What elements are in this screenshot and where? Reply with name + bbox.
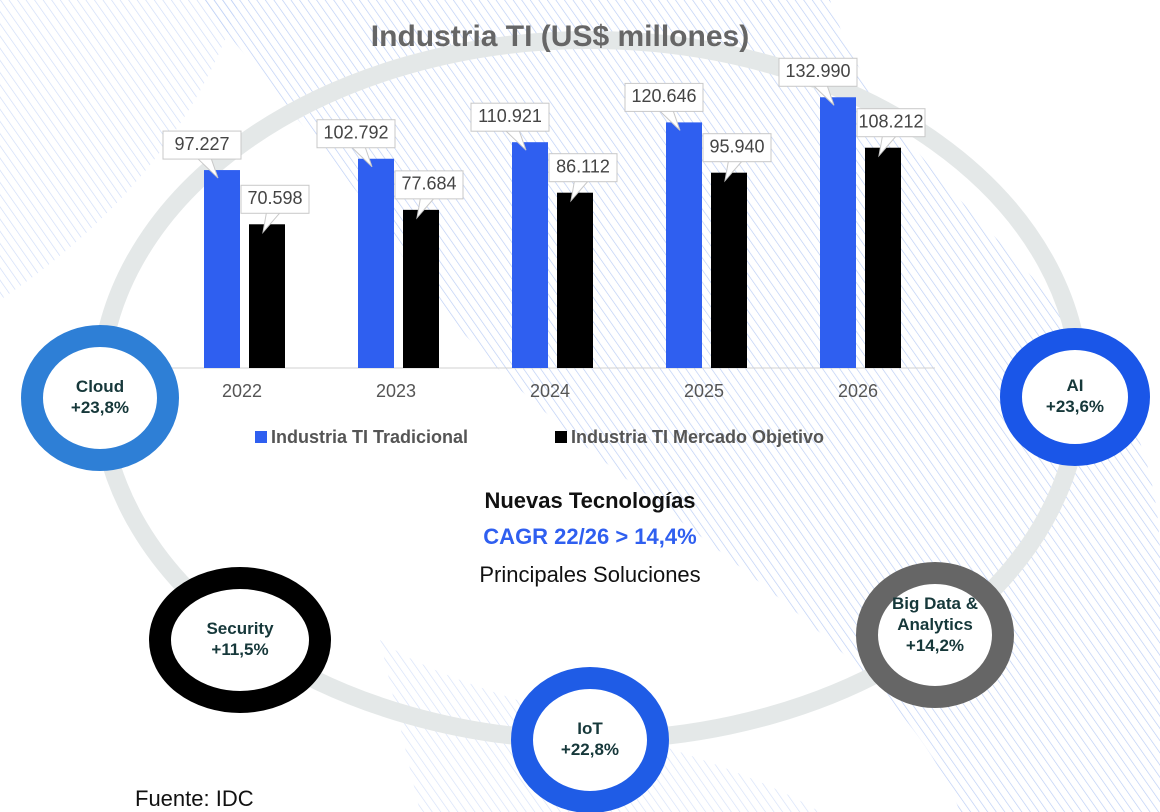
label-box bbox=[240, 184, 310, 214]
center-cagr: CAGR 22/26 > 14,4% bbox=[483, 524, 697, 549]
bar bbox=[403, 209, 439, 368]
solution-ring bbox=[856, 562, 1014, 708]
data-label: 70.598 bbox=[247, 188, 302, 208]
background-stripes bbox=[0, 0, 240, 300]
label-box bbox=[778, 57, 858, 87]
label-box bbox=[470, 102, 550, 132]
bar bbox=[820, 97, 856, 368]
bar bbox=[249, 224, 285, 368]
label-box bbox=[316, 119, 396, 149]
solution-name: AI bbox=[1066, 376, 1084, 395]
center-subtitle: Principales Soluciones bbox=[479, 562, 701, 587]
data-label: 110.921 bbox=[478, 106, 542, 126]
solution-label: Security +11,5% bbox=[180, 618, 300, 660]
chart-title: Industria TI (US$ millones) bbox=[371, 20, 749, 53]
x-tick-label: 2022 bbox=[222, 381, 262, 401]
solution-name: Cloud bbox=[75, 377, 125, 396]
label-box bbox=[702, 133, 772, 163]
data-label: 77.684 bbox=[401, 174, 456, 194]
legend-label: Industria TI Tradicional bbox=[271, 427, 468, 447]
legend-label: Industria TI Mercado Objetivo bbox=[571, 427, 824, 447]
data-label: 120.646 bbox=[631, 86, 696, 106]
solution-name: Big Data & Analytics bbox=[892, 594, 978, 634]
solution-ring bbox=[1000, 328, 1150, 466]
label-box bbox=[856, 108, 926, 138]
bar bbox=[865, 147, 901, 368]
solution-label: IoT +22,8% bbox=[530, 718, 650, 760]
bar bbox=[711, 172, 747, 368]
data-label: 102.792 bbox=[323, 122, 388, 142]
x-tick-label: 2023 bbox=[376, 381, 416, 401]
label-box bbox=[548, 153, 618, 183]
solution-ring bbox=[149, 567, 331, 713]
center-heading: Nuevas Tecnologías bbox=[484, 488, 696, 513]
legend-swatch bbox=[255, 431, 267, 443]
solution-ring bbox=[511, 667, 669, 812]
source: Fuente: IDC bbox=[135, 786, 254, 811]
solution-label: Big Data & Analytics +14,2% bbox=[875, 593, 995, 656]
bar bbox=[666, 122, 702, 368]
bar bbox=[557, 192, 593, 368]
data-label: 108.212 bbox=[858, 111, 923, 131]
solution-label: AI +23,6% bbox=[1015, 375, 1135, 417]
label-box bbox=[624, 82, 704, 112]
solution-name: Security bbox=[206, 619, 274, 638]
solution-growth: +23,8% bbox=[70, 398, 130, 417]
label-box bbox=[162, 130, 242, 160]
background-stripes bbox=[380, 640, 820, 812]
x-tick-label: 2026 bbox=[838, 381, 878, 401]
solution-growth: +22,8% bbox=[560, 740, 620, 759]
solution-growth: +23,6% bbox=[1045, 397, 1105, 416]
solution-growth: +11,5% bbox=[211, 640, 269, 659]
x-tick-label: 2024 bbox=[530, 381, 570, 401]
data-label: 86.112 bbox=[556, 156, 610, 176]
solution-growth: +14,2% bbox=[905, 636, 965, 655]
solution-ring bbox=[21, 325, 179, 471]
legend-swatch bbox=[555, 431, 567, 443]
solution-name: IoT bbox=[577, 719, 603, 738]
bar bbox=[512, 142, 548, 368]
label-box bbox=[394, 170, 464, 200]
bar bbox=[358, 158, 394, 368]
data-label: 95.940 bbox=[709, 136, 764, 156]
x-tick-label: 2025 bbox=[684, 381, 724, 401]
data-label: 132.990 bbox=[785, 61, 850, 81]
solution-label: Cloud +23,8% bbox=[40, 376, 160, 418]
data-label: 97.227 bbox=[174, 134, 229, 154]
bar bbox=[204, 170, 240, 368]
